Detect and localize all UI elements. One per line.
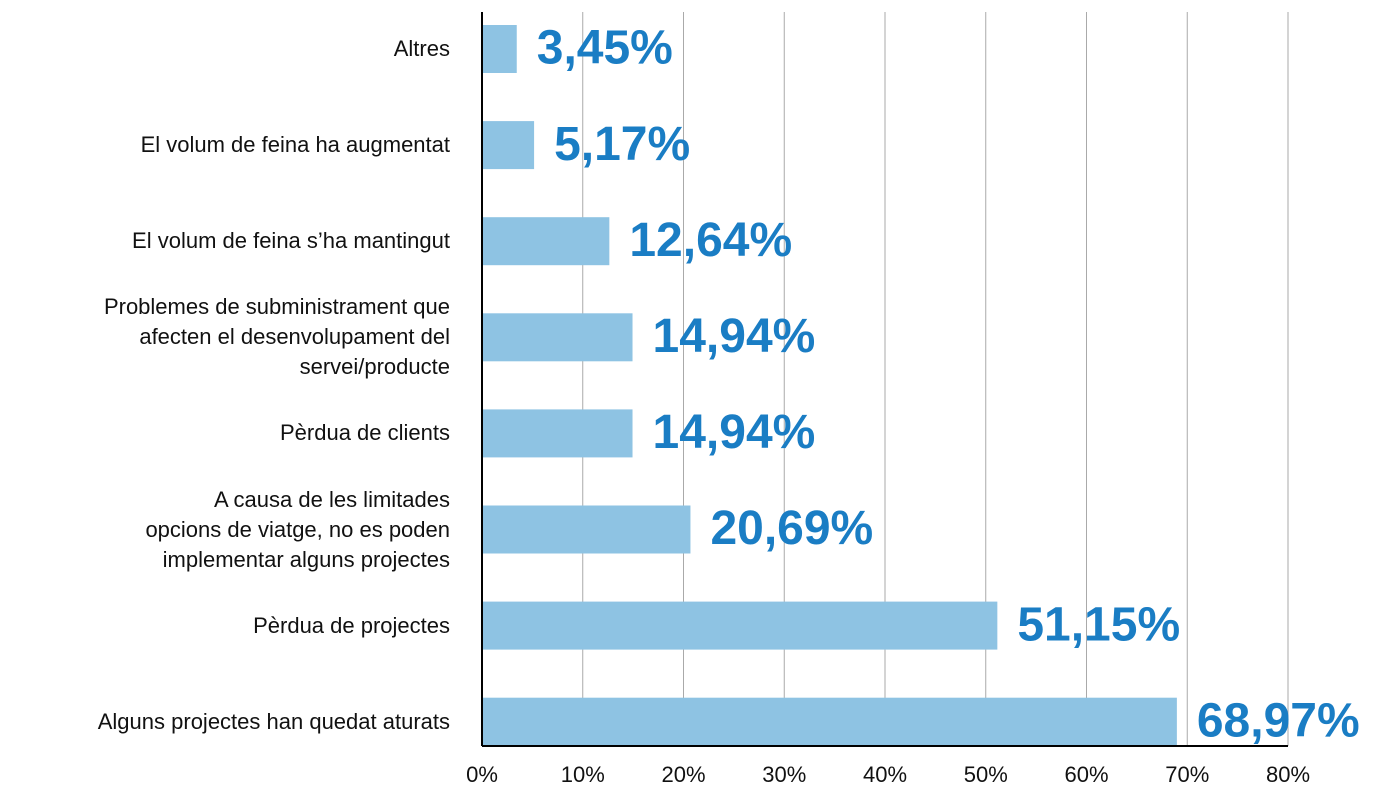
value-label: 51,15% [1017, 598, 1180, 651]
bar [482, 409, 633, 458]
x-tick-label: 70% [1165, 762, 1209, 787]
x-tick-label: 0% [466, 762, 498, 787]
category-label: Alguns projectes han quedat aturats [97, 708, 450, 734]
value-label: 5,17% [554, 118, 690, 171]
x-tick-label: 20% [661, 762, 705, 787]
bar [482, 121, 535, 170]
x-tick-label: 80% [1266, 762, 1310, 787]
category-label: Pèrdua de clients [280, 420, 450, 446]
value-label: 14,94% [653, 310, 816, 363]
x-tick-label: 30% [762, 762, 806, 787]
value-label: 68,97% [1197, 694, 1360, 747]
bar [482, 217, 610, 266]
value-label: 3,45% [537, 22, 673, 75]
x-tick-label: 10% [561, 762, 605, 787]
value-label: 12,64% [629, 214, 792, 267]
x-tick-label: 50% [964, 762, 1008, 787]
bar [482, 697, 1177, 746]
bar [482, 505, 691, 554]
bar [482, 601, 998, 650]
category-label: El volum de feina ha augmentat [140, 132, 450, 158]
x-tick-label: 40% [863, 762, 907, 787]
category-label: A causa de les limitades opcions de viat… [145, 486, 450, 572]
bar [482, 313, 633, 362]
category-label: Altres [393, 36, 450, 61]
category-label: Problemes de subministrament que afecten… [103, 294, 450, 380]
category-label: Pèrdua de projectes [253, 612, 450, 638]
value-label: 14,94% [653, 406, 816, 459]
category-label: El volum de feina s’ha mantingut [132, 228, 450, 254]
bar [482, 25, 517, 73]
x-tick-label: 60% [1064, 762, 1108, 787]
value-label: 20,69% [710, 502, 873, 555]
